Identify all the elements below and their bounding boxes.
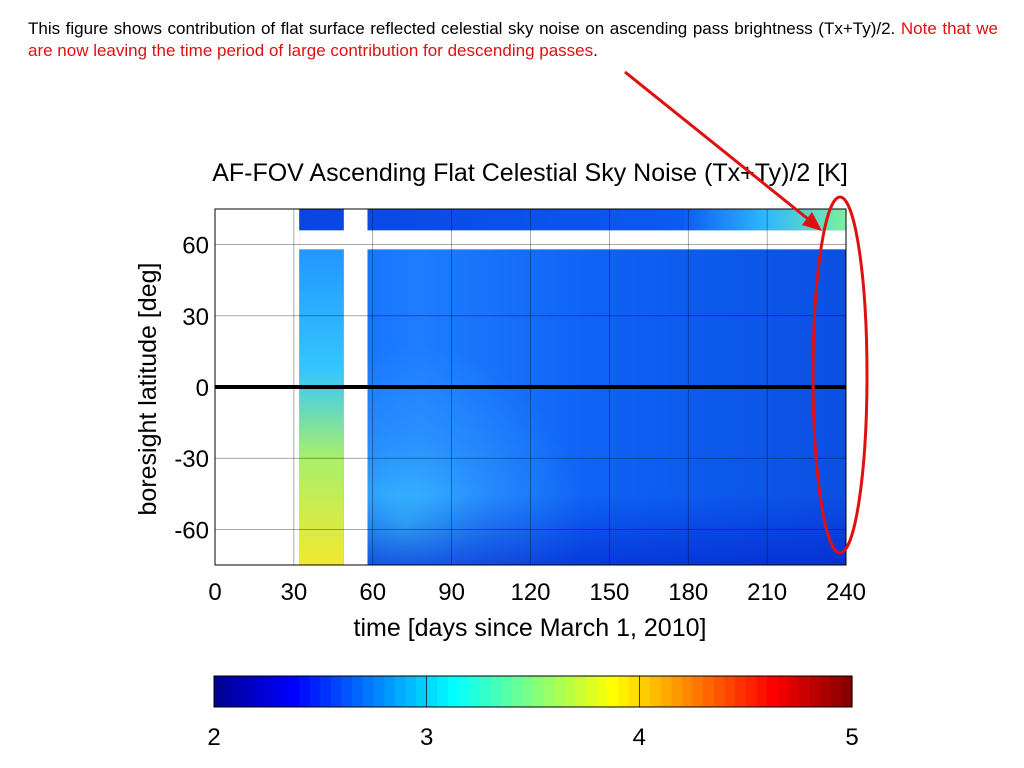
colorbar-cell xyxy=(479,676,492,707)
colorbar-cell xyxy=(522,676,534,707)
heatmap-north-band xyxy=(299,209,847,231)
colorbar-cell xyxy=(788,676,800,707)
colorbar-cell xyxy=(330,676,343,707)
x-tick-label: 60 xyxy=(359,579,386,606)
colorbar-cell xyxy=(766,676,779,707)
colorbar-cell xyxy=(458,676,470,707)
x-tick-label: 180 xyxy=(668,579,708,606)
y-axis-label: boresight latitude [deg] xyxy=(134,263,162,516)
colorbar-cell xyxy=(809,676,821,707)
caption-end: . xyxy=(593,41,598,60)
colorbar-cell xyxy=(649,676,662,707)
colorbar-cell xyxy=(309,676,321,707)
colorbar-cell xyxy=(352,676,364,707)
x-tick-label: 240 xyxy=(826,579,866,606)
colorbar-cell xyxy=(798,676,811,707)
colorbar-cell xyxy=(299,676,311,707)
colorbar-cell xyxy=(830,676,842,707)
plot-area xyxy=(214,208,847,566)
colorbar-cell xyxy=(214,676,226,707)
colorbar-cell xyxy=(564,676,577,707)
colorbar-cell xyxy=(671,676,683,707)
colorbar xyxy=(213,675,853,708)
colorbar-cell xyxy=(384,676,396,707)
colorbar-cell xyxy=(703,676,715,707)
x-tick-label: 120 xyxy=(510,579,550,606)
colorbar-cell xyxy=(405,676,417,707)
colorbar-cell xyxy=(841,676,853,707)
x-tick-label: 210 xyxy=(747,579,787,606)
colorbar-cell xyxy=(469,676,481,707)
colorbar-cell xyxy=(724,676,736,707)
colorbar-cell xyxy=(554,676,566,707)
colorbar-cell xyxy=(596,676,609,707)
colorbar-cell xyxy=(628,676,640,707)
colorbar-cell xyxy=(618,676,630,707)
colorbar-cell xyxy=(511,676,523,707)
y-tick-label: -60 xyxy=(174,517,209,544)
colorbar-cell xyxy=(745,676,757,707)
colorbar-cell xyxy=(660,676,672,707)
y-tick-label: 30 xyxy=(182,304,209,331)
colorbar-frame xyxy=(213,675,853,708)
colorbar-cell xyxy=(735,676,747,707)
colorbar-cell xyxy=(245,676,258,707)
highlight-ellipse xyxy=(811,195,869,555)
annotation xyxy=(624,70,869,555)
y-tick-label: -30 xyxy=(174,446,209,473)
colorbar-cell xyxy=(373,676,385,707)
y-tick-label: 0 xyxy=(196,375,209,402)
colorbar-cell xyxy=(607,676,619,707)
colorbar-cell xyxy=(490,676,502,707)
colorbar-tick-label: 3 xyxy=(420,724,433,751)
colorbar-cell xyxy=(224,676,236,707)
colorbar-tick-label: 4 xyxy=(633,724,646,751)
colorbar-cell xyxy=(362,676,375,707)
colorbar-cell xyxy=(267,676,279,707)
x-tick-label: 30 xyxy=(281,579,308,606)
annotation-arrowhead xyxy=(802,212,822,231)
colorbar-cell xyxy=(288,676,300,707)
y-tick-labels: 60 30 0 -30 -60 xyxy=(174,233,209,545)
colorbar-cell xyxy=(777,676,789,707)
colorbar-cell xyxy=(533,676,545,707)
colorbar-cell xyxy=(437,676,449,707)
plot-frame xyxy=(214,208,847,566)
x-tick-label: 150 xyxy=(589,579,629,606)
colorbar-cell xyxy=(501,676,513,707)
colorbar-cell xyxy=(447,676,460,707)
chart-title: AF-FOV Ascending Flat Celestial Sky Nois… xyxy=(212,159,848,187)
colorbar-cell xyxy=(394,676,406,707)
y-tick-label: 60 xyxy=(182,233,209,260)
x-tick-labels: 0 30 60 90 120 150 180 210 240 xyxy=(208,579,866,606)
x-tick-label: 90 xyxy=(438,579,465,606)
caption-text: This figure shows contribution of flat s… xyxy=(28,19,896,38)
colorbar-cell xyxy=(713,676,725,707)
colorbar-tick-label: 2 xyxy=(207,724,220,751)
caption: This figure shows contribution of flat s… xyxy=(28,18,998,62)
caption-note: Note that we are now leaving the time pe… xyxy=(28,19,998,60)
colorbar-tick-labels: 2 3 4 5 xyxy=(207,724,858,751)
colorbar-cell xyxy=(639,676,651,707)
colorbar-cell xyxy=(320,676,332,707)
colorbar-cell xyxy=(820,676,832,707)
colorbar-cell xyxy=(416,676,428,707)
data-gap-2 xyxy=(299,230,847,250)
colorbar-cell xyxy=(235,676,247,707)
colorbar-cell xyxy=(575,676,587,707)
annotation-arrow xyxy=(624,70,819,229)
x-tick-label: 0 xyxy=(208,579,221,606)
colorbar-cell xyxy=(681,676,694,707)
colorbar-cell xyxy=(586,676,598,707)
colorbar-cell xyxy=(543,676,555,707)
colorbar-cell xyxy=(692,676,704,707)
colorbar-cell xyxy=(756,676,768,707)
colorbar-tick-label: 5 xyxy=(845,724,858,751)
colorbar-cell xyxy=(256,676,268,707)
colorbar-cell xyxy=(426,676,438,707)
colorbar-cell xyxy=(341,676,353,707)
x-axis-label: time [days since March 1, 2010] xyxy=(354,614,707,642)
colorbar-cell xyxy=(277,676,290,707)
